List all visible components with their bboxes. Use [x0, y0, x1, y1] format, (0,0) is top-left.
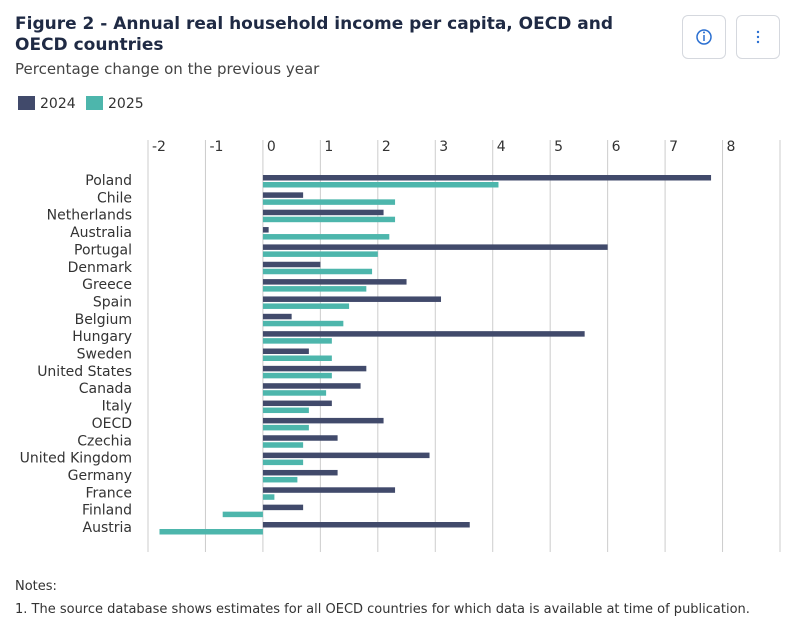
- y-tick-label: France: [85, 485, 132, 501]
- bar: [262, 504, 304, 511]
- bar: [262, 192, 304, 198]
- y-tick-label: Finland: [82, 503, 132, 519]
- legend-label: 2024: [40, 96, 76, 112]
- y-tick-label: Chile: [97, 190, 132, 206]
- x-tick-label: 6: [612, 139, 621, 155]
- y-tick-label: Denmark: [68, 260, 133, 276]
- y-tick-label: Greece: [82, 277, 132, 293]
- x-tick-label: 7: [669, 139, 678, 155]
- y-tick-label: Italy: [102, 399, 132, 415]
- bar: [262, 522, 470, 528]
- y-tick-label: Australia: [70, 225, 132, 241]
- y-tick-label: Canada: [79, 381, 132, 397]
- bar: [262, 469, 338, 476]
- bar: [262, 251, 378, 257]
- y-tick-label: Poland: [85, 173, 132, 189]
- bar: [262, 348, 309, 354]
- info-icon: [696, 29, 712, 45]
- bar: [262, 261, 321, 268]
- legend-swatch: [86, 96, 103, 110]
- bar: [262, 182, 499, 188]
- bar: [262, 234, 390, 240]
- bar: [262, 216, 396, 223]
- y-tick-label: Portugal: [74, 242, 132, 258]
- y-tick-label: Belgium: [75, 312, 132, 328]
- chart-subtitle: Percentage change on the previous year: [15, 60, 320, 78]
- bar: [262, 417, 384, 424]
- y-tick-label: Austria: [83, 520, 132, 536]
- x-tick-label: 1: [324, 139, 333, 155]
- y-tick-label: Hungary: [72, 329, 132, 345]
- info-button[interactable]: [682, 15, 726, 59]
- bar: [262, 175, 712, 181]
- bar: [262, 476, 298, 483]
- notes: Notes: 1. The source database shows esti…: [15, 575, 750, 621]
- y-tick-label: OECD: [92, 416, 132, 432]
- y-tick-label: United States: [37, 364, 132, 380]
- bar: [262, 365, 367, 372]
- bar: [262, 383, 361, 389]
- bar: [262, 435, 338, 441]
- bar: [262, 331, 585, 337]
- bar: [222, 511, 263, 518]
- bar: [262, 320, 344, 327]
- bar: [262, 227, 269, 233]
- bar: [262, 400, 332, 407]
- legend-swatch: [18, 96, 35, 110]
- bar: [262, 407, 309, 414]
- y-tick-label: Czechia: [77, 433, 132, 449]
- y-tick-label: Germany: [68, 468, 132, 484]
- bar: [262, 296, 442, 302]
- bar: [262, 459, 304, 466]
- bar: [262, 355, 332, 361]
- bar: [159, 529, 263, 535]
- menu-button[interactable]: [736, 15, 780, 59]
- bar: [262, 268, 373, 275]
- note: 1. The source database shows estimates f…: [15, 602, 750, 617]
- bar: [262, 487, 396, 493]
- menu-icon: [756, 30, 760, 44]
- bar: [262, 303, 350, 309]
- x-tick-label: 8: [727, 139, 736, 155]
- bar: [262, 209, 384, 216]
- y-tick-label: Spain: [93, 294, 132, 310]
- bar: [262, 494, 275, 500]
- y-tick-label: Netherlands: [47, 208, 132, 224]
- bar: [262, 199, 396, 205]
- bar: [262, 338, 332, 344]
- bar: [262, 372, 332, 379]
- bar: [262, 279, 407, 285]
- x-tick-label: -2: [152, 139, 166, 155]
- bar: [262, 442, 304, 448]
- y-tick-label: Sweden: [77, 347, 132, 363]
- bar: [262, 452, 430, 459]
- x-tick-label: 0: [267, 139, 276, 155]
- bar: [262, 244, 608, 250]
- bar: [262, 313, 292, 320]
- chart-title: Figure 2 - Annual real household income …: [15, 14, 613, 55]
- y-tick-label: United Kingdom: [20, 451, 132, 467]
- notes-title: Notes:: [15, 579, 57, 594]
- bar: [262, 286, 367, 292]
- x-tick-label: 5: [554, 139, 563, 155]
- legend-label: 2025: [108, 96, 144, 112]
- bar: [262, 424, 309, 431]
- x-tick-label: 2: [382, 139, 391, 155]
- x-tick-label: -1: [209, 139, 223, 155]
- x-tick-label: 4: [497, 139, 506, 155]
- x-tick-label: 3: [439, 139, 448, 155]
- bar: [262, 390, 327, 396]
